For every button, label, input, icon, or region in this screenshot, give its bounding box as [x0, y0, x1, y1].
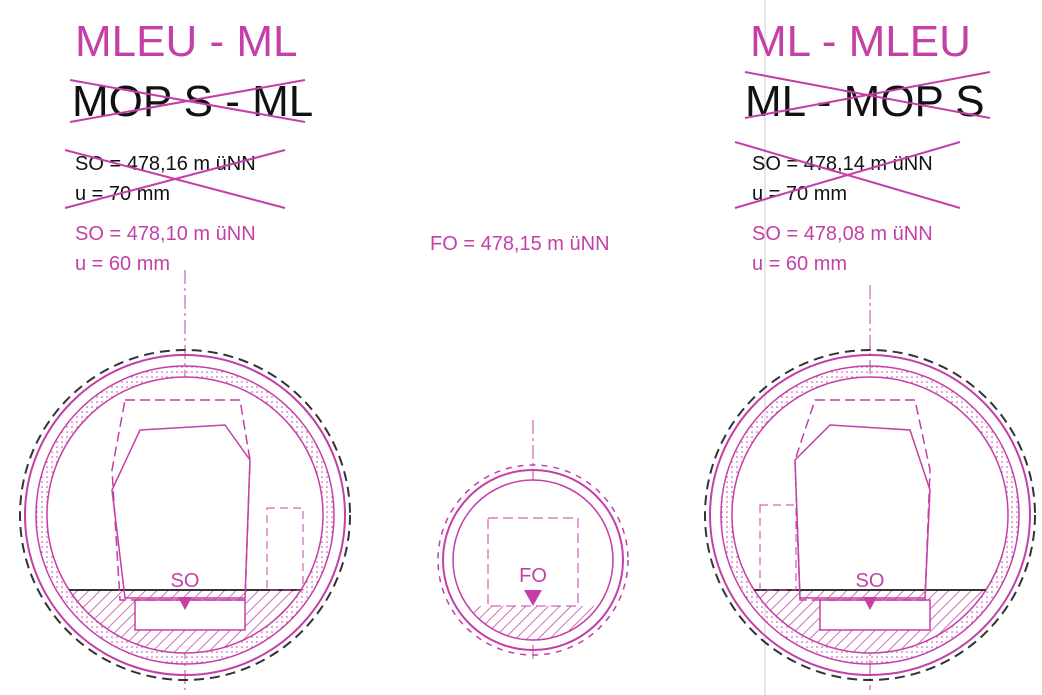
- title: MLEU - ML: [75, 17, 297, 66]
- strike: [734, 141, 961, 209]
- marker-label: FO: [519, 565, 547, 587]
- level: SO = 478,10 m üNN: [75, 223, 256, 245]
- level: SO = 478,08 m üNN: [752, 223, 933, 245]
- strike: [69, 79, 306, 123]
- title: ML - MLEU: [750, 17, 971, 66]
- tunnel-right: SO: [704, 285, 1036, 690]
- tunnel-middle: FO: [437, 420, 629, 660]
- strike: [64, 149, 286, 209]
- strike: [744, 71, 991, 119]
- old-level: SO = 478,14 m üNN: [752, 153, 933, 175]
- marker-label: SO: [856, 570, 885, 592]
- u-value: u = 60 mm: [75, 253, 170, 275]
- old-u: u = 70 mm: [752, 183, 847, 205]
- level: FO = 478,15 m üNN: [430, 233, 610, 255]
- old-title: ML - MOP S: [745, 77, 985, 126]
- marker-label: SO: [171, 570, 200, 592]
- u-value: u = 60 mm: [752, 253, 847, 275]
- tunnel-left: SO: [19, 270, 351, 690]
